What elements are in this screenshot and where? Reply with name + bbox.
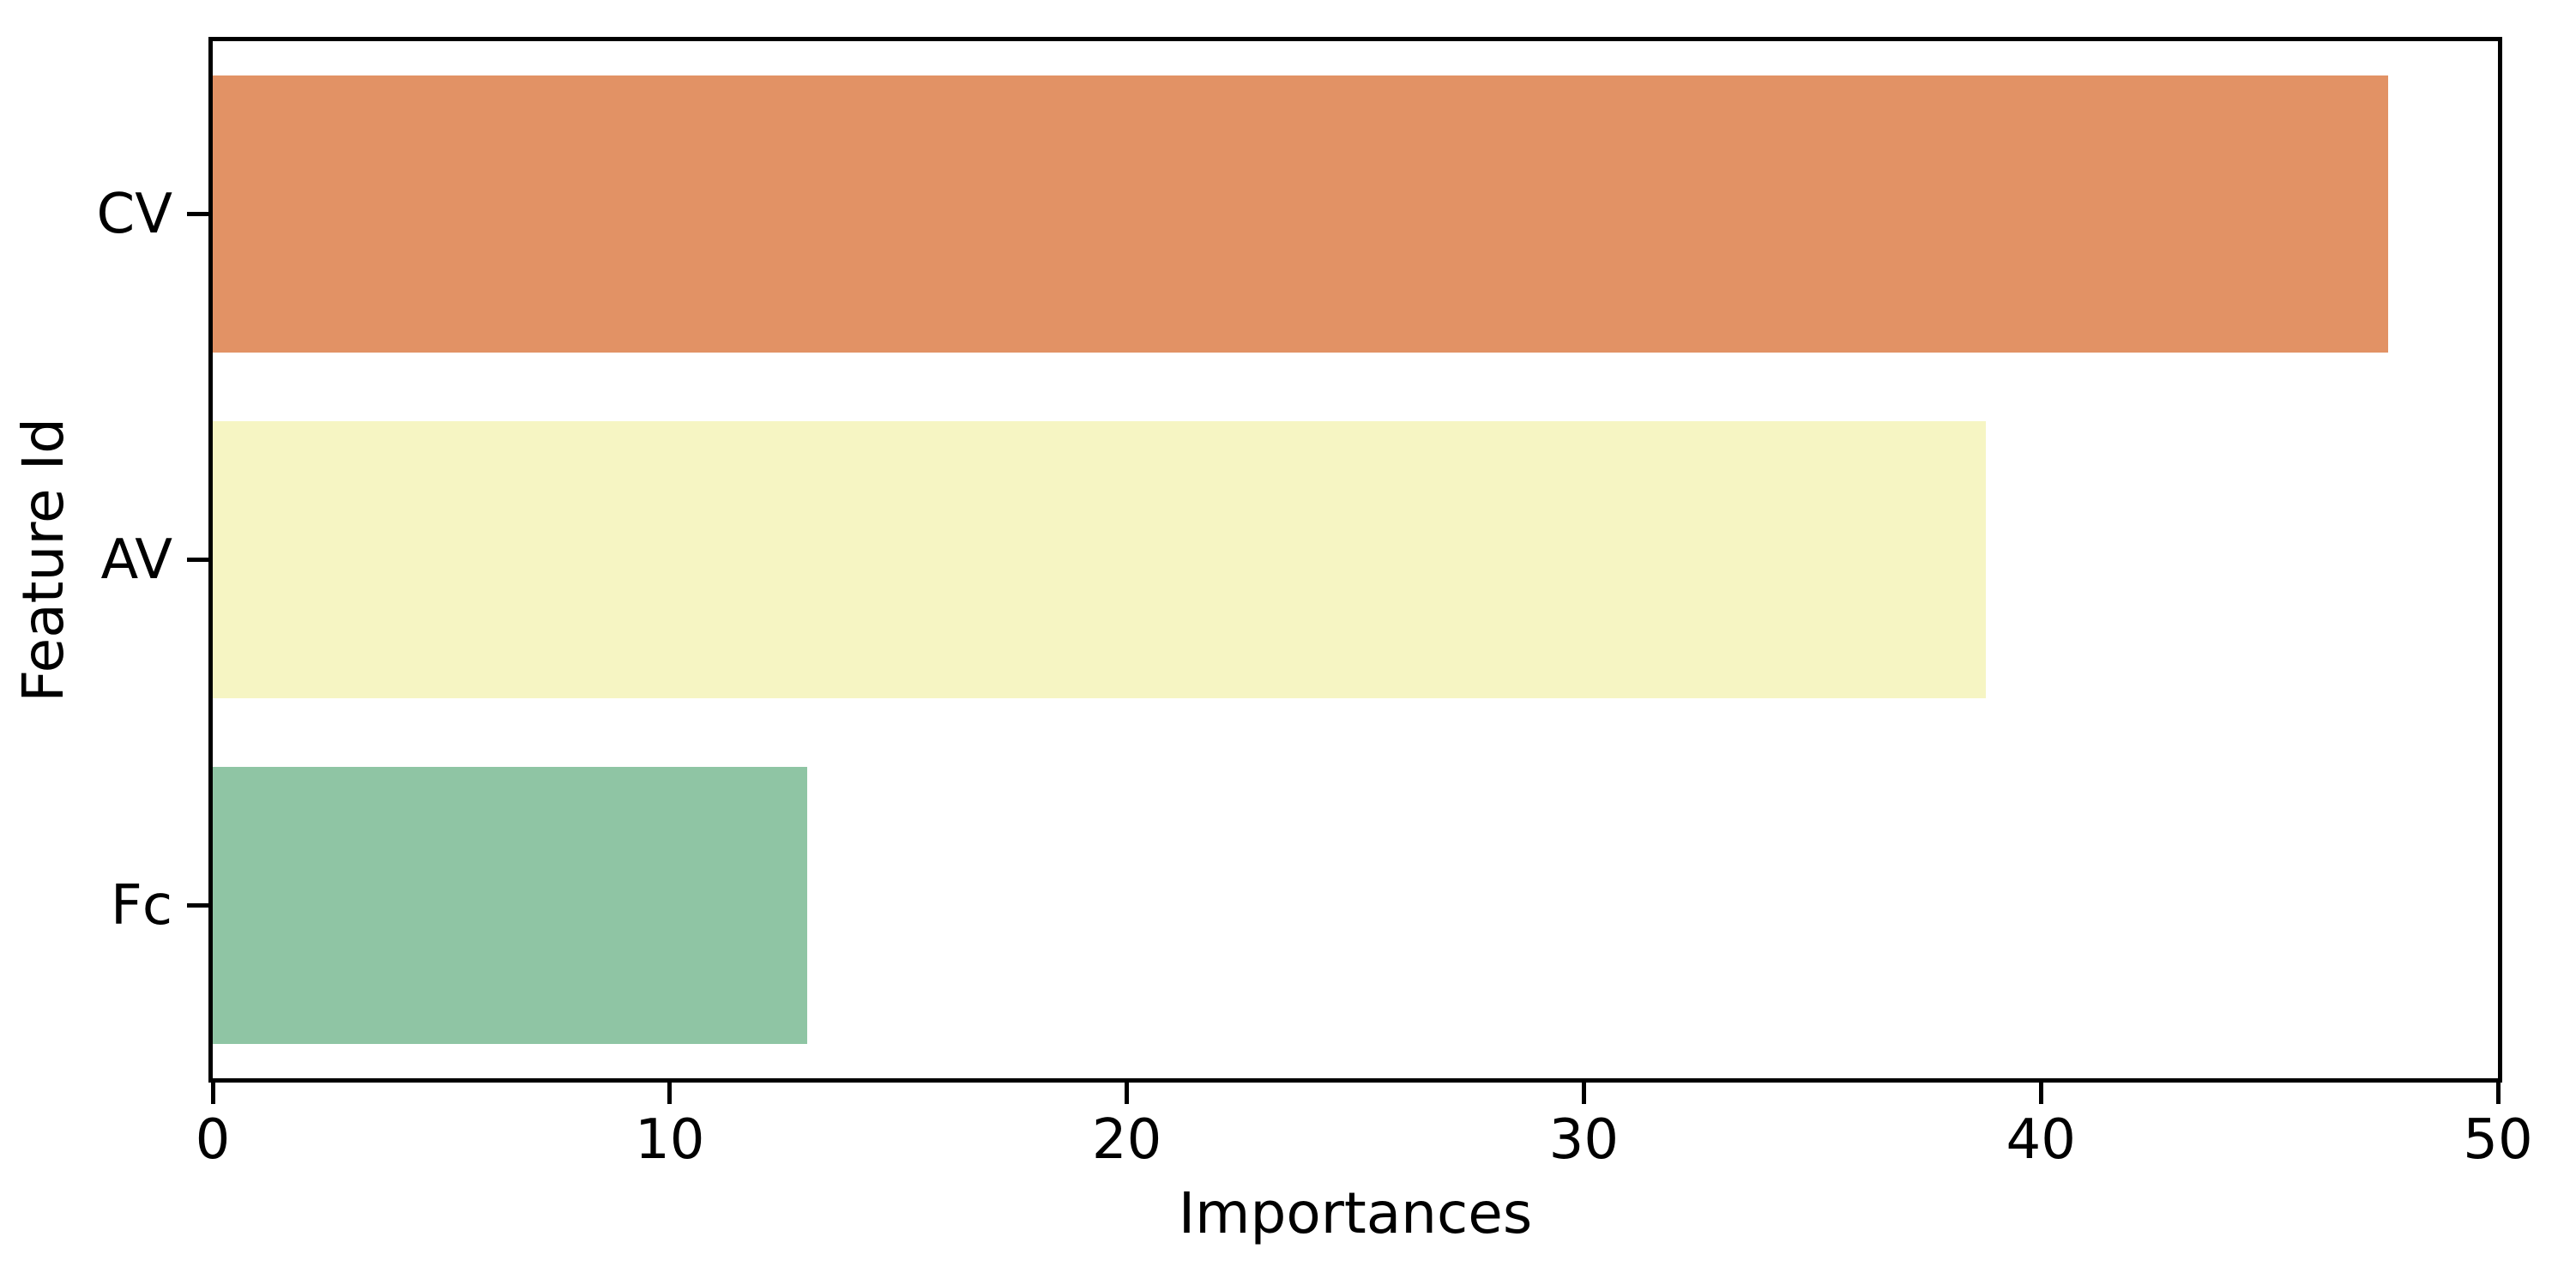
x-tick-mark: [210, 1083, 215, 1104]
y-tick-mark: [187, 212, 208, 216]
y-axis-label-text: Feature Id: [9, 417, 76, 703]
bar-cv: [213, 75, 2389, 353]
x-tick-label: 0: [195, 1108, 231, 1172]
bar-fc: [213, 767, 807, 1044]
y-tick-label: CV: [96, 182, 172, 246]
y-tick-mark: [187, 558, 208, 562]
plot-area: CV AV Fc 0 10 20 30 40 50: [97, 37, 2533, 1167]
x-tick-label: 40: [2006, 1108, 2076, 1172]
y-tick-mark: [187, 903, 208, 908]
bar-av: [213, 421, 1987, 698]
x-tick-mark: [2038, 1083, 2043, 1104]
x-tick-mark: [1581, 1083, 1586, 1104]
x-tick-label: 10: [635, 1108, 705, 1172]
y-tick-label: AV: [100, 528, 172, 592]
x-axis-label: Importances: [1178, 1180, 1533, 1246]
x-tick-label: 50: [2463, 1108, 2533, 1172]
x-tick-label: 20: [1091, 1108, 1162, 1172]
x-tick-label: 30: [1548, 1108, 1620, 1172]
x-tick-mark: [667, 1083, 673, 1104]
x-tick-mark: [2495, 1083, 2501, 1104]
y-axis-label: Feature Id: [7, 37, 80, 1083]
y-tick-label: Fc: [111, 873, 172, 938]
x-tick-mark: [1125, 1083, 1130, 1104]
